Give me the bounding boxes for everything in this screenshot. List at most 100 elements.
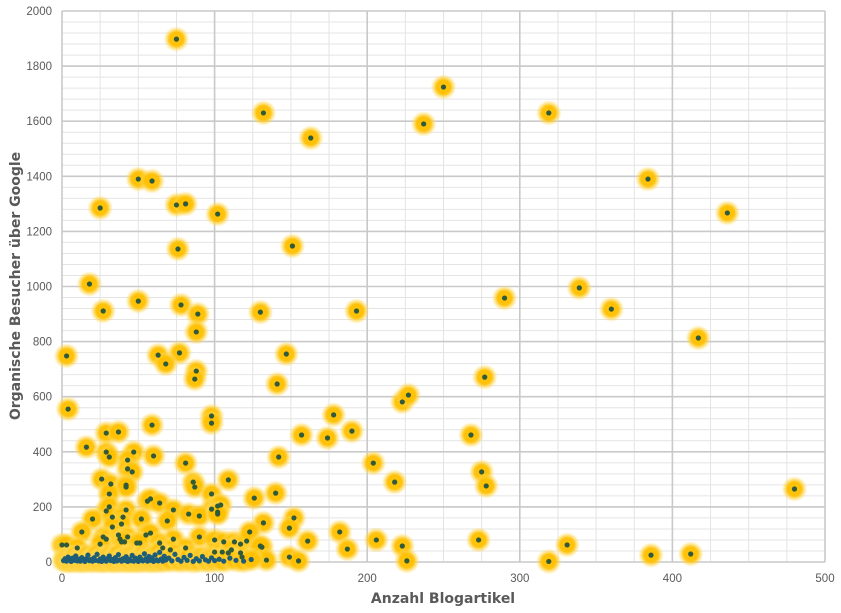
data-point [106,504,112,510]
data-point [83,444,90,450]
y-tick-label: 1400 [26,171,52,183]
data-point [97,541,103,547]
data-point [251,495,257,501]
data-point [103,508,109,514]
data-point [308,135,314,141]
data-point [170,507,176,513]
data-point [576,285,582,291]
data-point [157,500,163,506]
data-point [283,351,289,357]
major-gridlines [61,10,826,563]
data-point [74,545,80,551]
data-point [399,543,405,549]
data-point [176,350,183,356]
data-point [724,210,730,216]
data-point [212,549,218,555]
data-point [483,483,489,489]
data-point [247,529,253,535]
data-point [645,176,651,182]
data-point [86,281,93,287]
data-point [399,399,405,405]
data-point [137,540,143,546]
data-point [147,496,154,502]
data-point [205,558,212,564]
data-point [143,532,149,538]
y-tick-label: 800 [33,337,52,349]
data-point [190,479,196,485]
data-point [353,308,360,314]
data-point [273,490,279,496]
data-point [546,558,552,565]
data-point [196,558,202,564]
data-point [192,376,198,382]
y-tick-label: 600 [33,392,52,404]
data-point [141,551,148,557]
data-point [63,353,70,359]
data-point [221,539,227,545]
data-point [791,486,798,492]
data-point [291,515,297,521]
data-point [608,306,614,312]
data-point [129,469,135,475]
data-point [170,536,176,542]
data-point [103,536,109,542]
data-point [324,435,331,441]
data-point [196,513,202,519]
data-point [131,449,137,455]
y-tick-label: 0 [46,557,52,569]
data-point [63,542,70,548]
data-point [218,502,224,508]
data-point [239,554,245,560]
data-point [147,530,154,536]
x-axis-title: Anzahl Blogartikel [371,591,515,607]
data-point [65,406,71,412]
x-tick-label: 200 [358,573,377,585]
data-point [183,545,189,551]
x-tick-label: 0 [59,573,65,585]
data-point [152,552,158,558]
data-point [103,449,109,455]
y-axis-tick-labels: 0 200 400 600 800 1000 1200 1400 1600 1800 2000 [26,6,52,569]
data-point [440,84,447,90]
data-point [475,537,482,543]
y-tick-label: 2000 [26,6,52,18]
data-point [468,432,474,438]
data-point [94,551,100,557]
data-point [546,110,552,116]
data-point [298,432,305,438]
data-point [260,110,267,116]
data-point [85,552,91,558]
data-point [108,481,114,487]
x-tick-label: 400 [663,573,682,585]
data-point [421,121,427,127]
y-tick-label: 1600 [26,116,52,128]
data-point [149,178,155,184]
data-point [178,302,184,308]
data-point [155,352,161,358]
data-point [164,518,170,524]
data-point [186,511,192,517]
data-point [183,201,189,207]
data-point [337,529,343,535]
data-point [79,529,85,535]
data-point [295,558,302,564]
data-point [115,429,122,435]
data-point [240,558,247,564]
data-point [208,506,215,512]
data-point [695,335,701,341]
y-tick-label: 1800 [26,61,52,73]
data-point [118,521,125,527]
data-point [370,460,376,466]
data-point [109,514,115,520]
data-point [331,412,337,418]
data-point [501,295,508,301]
data-point [163,361,169,367]
y-tick-label: 1200 [26,226,52,238]
data-point [260,520,267,526]
data-point [193,329,199,335]
data-point [125,466,131,472]
data-point [231,539,238,545]
data-point [482,374,488,380]
data-point [125,457,131,463]
